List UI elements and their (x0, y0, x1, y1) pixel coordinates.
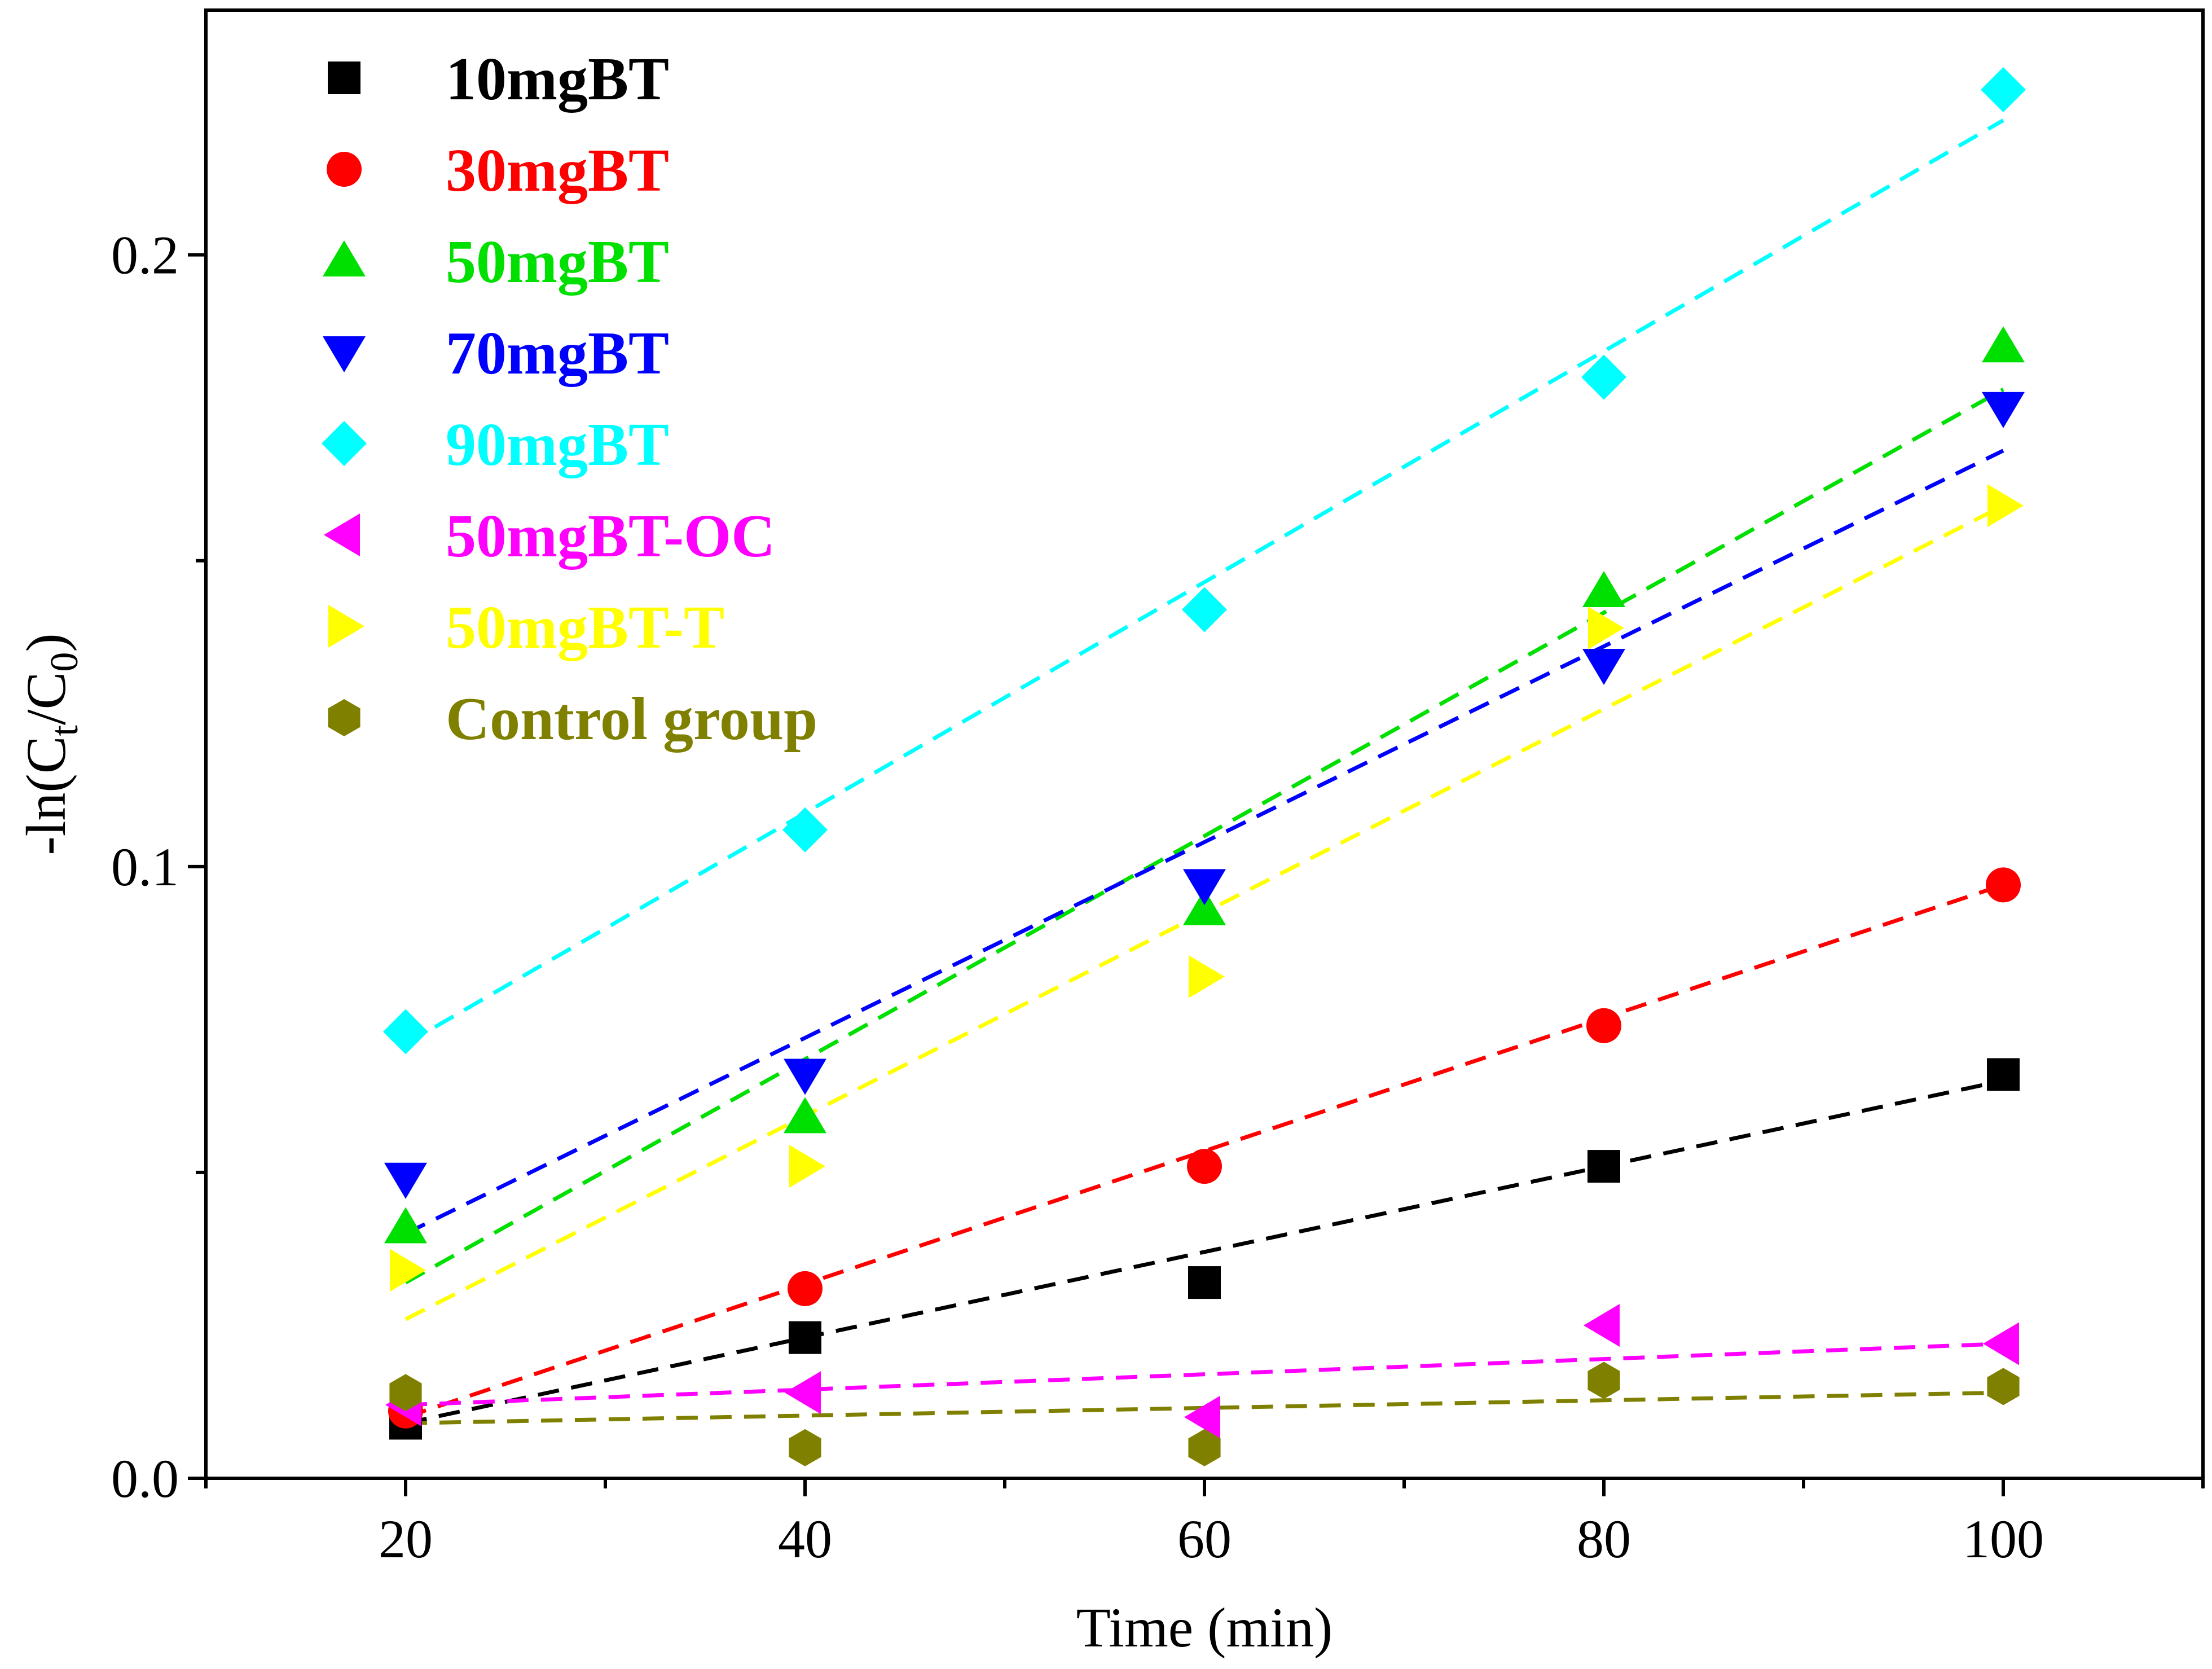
data-point (785, 1371, 821, 1415)
data-point (1581, 354, 1626, 400)
y-axis-title: -ln(Ct/C0) (15, 633, 86, 855)
data-point (784, 1059, 826, 1095)
legend-marker (328, 699, 360, 736)
data-points (383, 67, 2026, 1466)
fit-line-0 (405, 1078, 2004, 1425)
data-point (1587, 1361, 1620, 1399)
y-axis-title-sub-t: t (43, 725, 86, 736)
legend-label: Control group (446, 686, 817, 753)
legend-label: 10mgBT (446, 46, 669, 113)
axis-ticks: 20 40 60 80 100 0.0 0.1 0.2 (111, 225, 2205, 1569)
legend-label: 50mgBT-T (446, 594, 724, 661)
fit-line-3 (404, 449, 2004, 1236)
y-tick-label: 0.2 (111, 225, 179, 286)
data-point (1188, 1429, 1221, 1466)
data-point (389, 1374, 422, 1412)
data-point (1982, 392, 2025, 428)
fit-line-1 (404, 883, 2004, 1419)
data-point (1982, 326, 2025, 363)
y-tick-label: 0.0 (111, 1448, 179, 1509)
data-point (1987, 484, 2024, 528)
x-tick-label: 20 (379, 1509, 433, 1569)
legend-label: 50mgBT (446, 229, 669, 296)
y-tick-label: 0.1 (111, 837, 179, 897)
y-axis-title-c: ) (15, 633, 77, 652)
data-point (1987, 1058, 2020, 1091)
fit-line-4 (404, 118, 2004, 1046)
data-point (1582, 649, 1625, 686)
fit-line-2 (404, 388, 2004, 1285)
data-point (1184, 1395, 1220, 1439)
legend-label: 30mgBT (446, 137, 669, 204)
legend-label: 50mgBT-OC (446, 503, 775, 570)
fit-line-5 (405, 1341, 2004, 1407)
data-point (1586, 1008, 1621, 1043)
legend-label: 70mgBT (446, 320, 669, 387)
y-axis-title-a: -ln(C (15, 736, 77, 855)
data-point (1983, 1322, 2019, 1365)
data-point (1188, 1266, 1221, 1299)
data-point (789, 1145, 825, 1188)
x-tick-label: 80 (1577, 1509, 1631, 1569)
data-point (1189, 955, 1225, 998)
x-tick-label: 100 (1963, 1509, 2044, 1569)
legend-marker (328, 62, 360, 94)
data-point (1587, 1150, 1620, 1183)
data-point (1183, 869, 1226, 906)
data-point (1187, 1149, 1222, 1184)
x-tick-label: 60 (1177, 1509, 1232, 1569)
data-point (784, 1097, 826, 1134)
y-axis-title-b: /C (15, 672, 77, 725)
data-point (1182, 587, 1227, 633)
legend-marker (327, 152, 362, 187)
data-point (383, 1009, 428, 1055)
data-point (789, 1321, 821, 1354)
data-point (782, 807, 828, 853)
data-point (1183, 889, 1226, 925)
data-point (1588, 607, 1624, 650)
data-point (1981, 67, 2026, 112)
data-point (390, 1249, 426, 1292)
legend-marker (324, 513, 360, 556)
legend-marker (322, 421, 367, 466)
legend-marker (323, 240, 366, 276)
data-point (1582, 570, 1625, 607)
legend-label: 90mgBT (446, 411, 669, 478)
fit-lines (404, 118, 2004, 1425)
data-point (788, 1271, 823, 1306)
data-point (1584, 1303, 1620, 1347)
y-axis-title-sub-0: 0 (43, 652, 86, 672)
x-tick-label: 40 (778, 1509, 832, 1569)
data-point (1986, 867, 2021, 903)
data-point (1987, 1368, 2020, 1406)
data-point (789, 1429, 821, 1466)
legend-marker (323, 336, 366, 372)
legend: 10mgBT 30mgBT 50mgBT 70mgBT 90mgBT 50mgBT-OC 5… (322, 46, 817, 753)
legend-marker (328, 605, 364, 648)
data-point (384, 1207, 427, 1244)
x-axis-title: Time (min) (1076, 1596, 1333, 1659)
data-point (384, 1162, 427, 1199)
